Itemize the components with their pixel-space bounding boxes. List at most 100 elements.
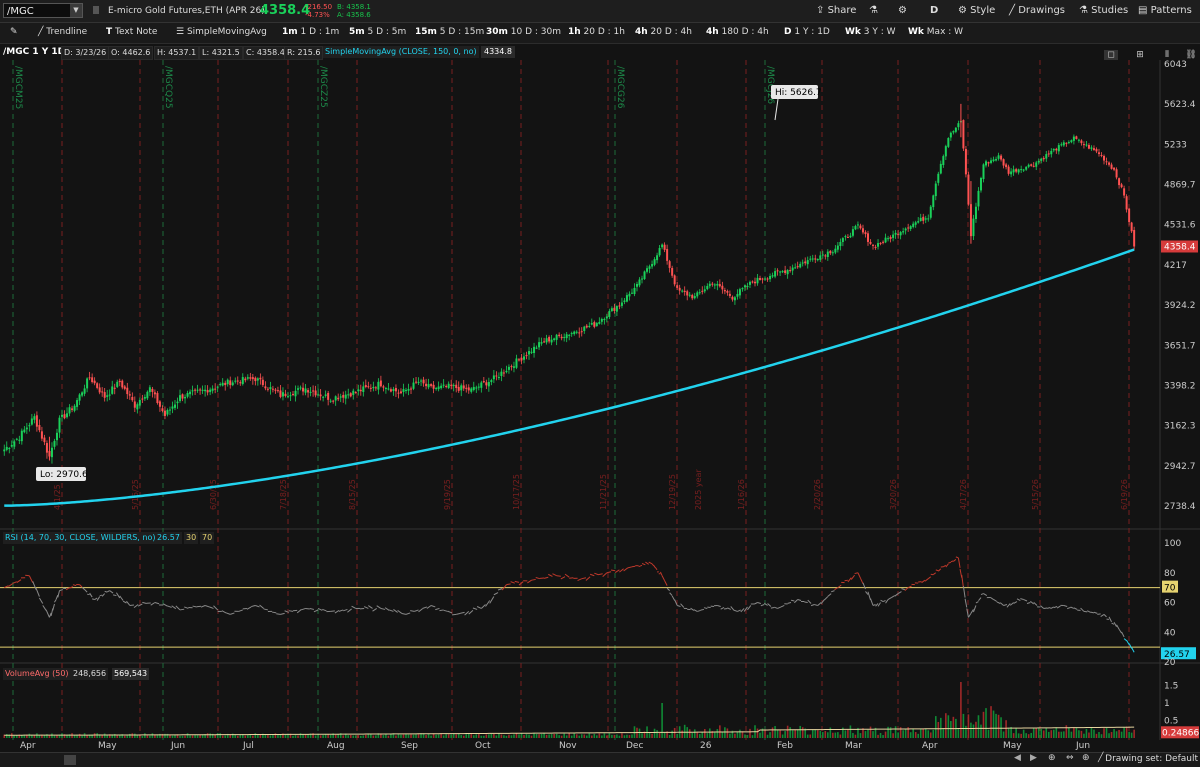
candle-body: [870, 242, 872, 244]
timeframe-0[interactable]: 1m 1 D : 1m: [282, 27, 339, 37]
candle-body: [254, 378, 256, 381]
volume-bar: [1003, 732, 1005, 738]
timeframe-2[interactable]: 15m 5 D : 15m: [415, 27, 484, 37]
candle-body: [455, 385, 457, 388]
volume-bar: [902, 730, 904, 738]
lo-label: Lo: 2970.6: [40, 470, 88, 480]
candle-body: [827, 252, 829, 257]
volume-bar: [365, 735, 367, 738]
rsi-segment: [781, 605, 784, 606]
month-label: Feb: [777, 741, 793, 751]
candle-body: [357, 389, 359, 391]
candle-body: [977, 191, 979, 207]
candle-body: [510, 366, 512, 367]
price-tick: 2738.4: [1164, 502, 1196, 512]
candle-body: [41, 431, 43, 438]
zoom-in-icon[interactable]: ⊕: [1048, 753, 1056, 763]
volume-bar: [182, 736, 184, 738]
candle-body: [131, 397, 133, 400]
rsi-segment: [377, 606, 381, 609]
volume-bar: [1111, 732, 1113, 738]
rsi-segment: [774, 607, 777, 608]
candle-body: [317, 394, 319, 395]
month-label: Sep: [401, 741, 418, 751]
rsi-segment: [276, 614, 280, 615]
drawing-set-label[interactable]: Drawing set: Default: [1105, 754, 1198, 764]
volume-bar: [491, 734, 493, 738]
scroll-left-icon[interactable]: ◀: [1014, 753, 1021, 763]
rsi-segment: [427, 605, 431, 608]
candle-body: [156, 393, 158, 403]
timeframe-5[interactable]: 4h 20 D : 4h: [635, 27, 692, 37]
candle-body: [1058, 145, 1060, 151]
volume-bar: [945, 713, 947, 738]
candle-body: [440, 386, 442, 388]
pan-icon[interactable]: ⇔: [1066, 753, 1074, 763]
volume-bar: [44, 736, 46, 738]
scroll-right-icon[interactable]: ▶: [1030, 753, 1037, 763]
rsi-segment: [1129, 643, 1132, 648]
rsi-segment: [209, 607, 213, 609]
volume-label[interactable]: VolumeAvg (50): [3, 668, 71, 680]
candle-body: [3, 449, 5, 451]
rsi-segment: [1030, 601, 1033, 604]
scroll-handle[interactable]: [64, 755, 76, 765]
timeframe-4[interactable]: 1h 20 D : 1h: [568, 27, 625, 37]
timeframe-1[interactable]: 5m 5 D : 5m: [349, 27, 406, 37]
draw-icon[interactable]: ╱: [1098, 753, 1103, 763]
candle-body: [787, 270, 789, 274]
volume-bar: [96, 733, 98, 738]
timeframe-3[interactable]: 30m 10 D : 30m: [486, 27, 561, 37]
rsi-segment: [469, 610, 473, 614]
volume-bar: [126, 736, 128, 738]
candle-body: [26, 428, 28, 430]
volume-bar: [629, 735, 631, 738]
rsi-segment: [898, 592, 901, 594]
volume-bar: [315, 735, 317, 738]
rsi-segment: [667, 588, 670, 590]
rsi-segment: [831, 591, 834, 592]
volume-bar: [737, 732, 739, 738]
candle-body: [922, 217, 924, 221]
candle-body: [297, 388, 299, 390]
timeframe-6[interactable]: 4h 180 D : 4h: [706, 27, 769, 37]
timeframe-7[interactable]: D 1 Y : 1D: [784, 27, 830, 37]
rsi-segment: [444, 610, 448, 611]
volume-bar: [1000, 717, 1002, 738]
candle-body: [520, 358, 522, 361]
timeframe-8[interactable]: Wk 3 Y : W: [845, 27, 896, 37]
rsi-segment: [1067, 607, 1070, 608]
rsi-label[interactable]: RSI (14, 70, 30, CLOSE, WILDERS, no): [3, 532, 157, 544]
candle-body: [1030, 164, 1032, 165]
rsi-segment: [352, 606, 356, 608]
crosshair-icon[interactable]: ⊕: [1082, 753, 1090, 763]
candle-body: [74, 406, 76, 411]
rsi-segment: [660, 572, 662, 576]
volume-bar: [1035, 728, 1037, 738]
candle-body: [900, 232, 902, 235]
volume-bar: [1078, 730, 1080, 738]
date-marker-label: 11/21/25: [599, 474, 608, 510]
candle-body: [711, 284, 713, 285]
rsi-segment: [794, 600, 797, 603]
volume-bar: [214, 735, 216, 738]
rsi-segment: [811, 604, 814, 605]
candle-body: [121, 381, 123, 388]
candle-body: [64, 414, 66, 418]
volume-bar: [247, 735, 249, 738]
candle-body: [219, 384, 221, 385]
candle-body: [300, 388, 302, 389]
rsi-segment: [881, 600, 884, 601]
volume-bar: [470, 734, 472, 738]
candle-body: [1083, 144, 1085, 145]
date-marker-label: 2025 year: [694, 469, 703, 510]
candle-body: [443, 385, 445, 386]
candle-body: [177, 402, 179, 403]
candle-body: [76, 400, 78, 407]
timeframe-9[interactable]: Wk Max : W: [908, 27, 963, 37]
candle-body: [937, 174, 939, 183]
volume-bar: [722, 732, 724, 738]
volume-bar: [1038, 728, 1040, 738]
candle-body: [965, 149, 967, 174]
